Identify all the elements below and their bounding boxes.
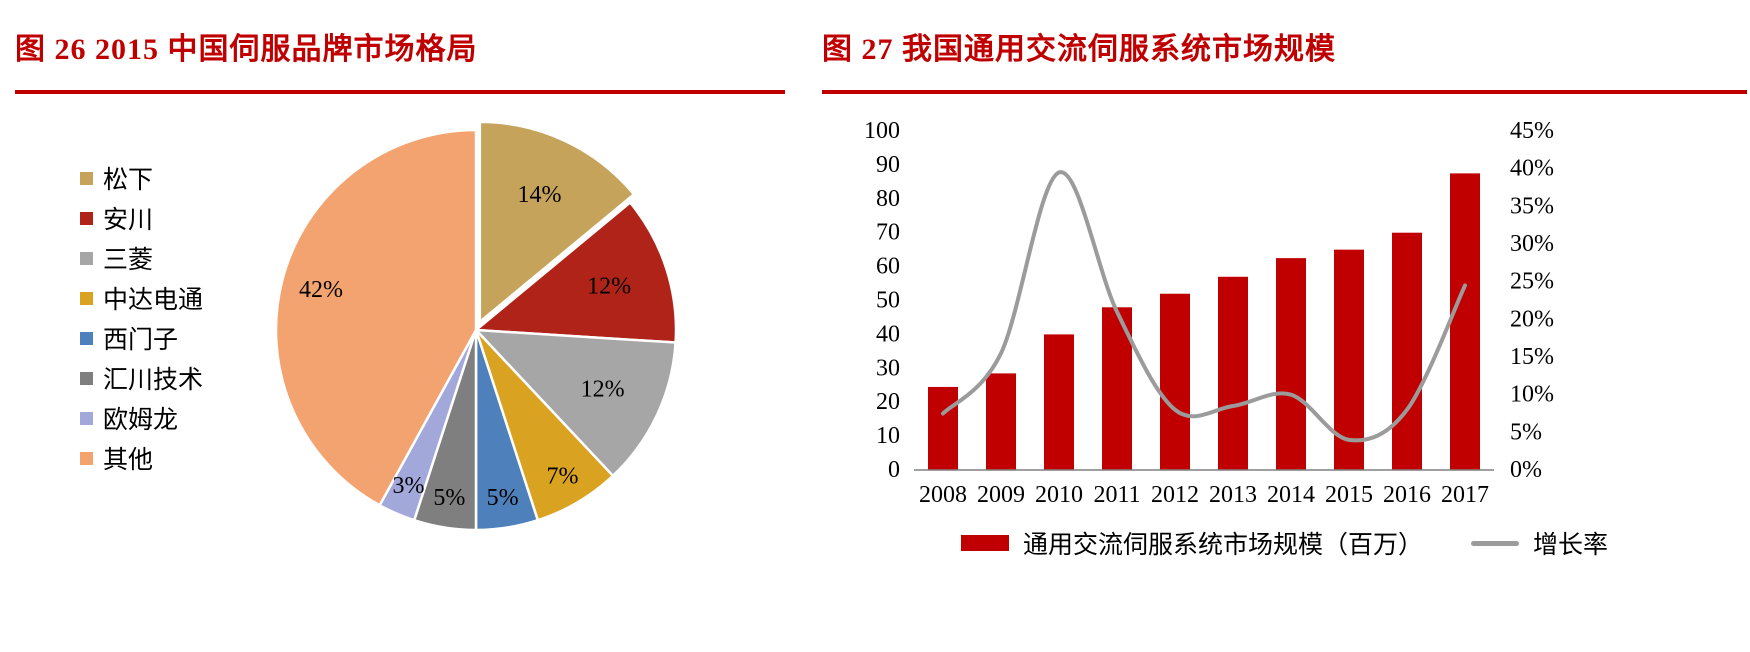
pie-slice-其他 xyxy=(274,128,478,507)
x-axis-category-label: 2016 xyxy=(1383,482,1431,508)
legend-item-三菱: 三菱 xyxy=(80,238,203,278)
bar-2008 xyxy=(928,386,958,470)
left-axis-tick-label: 80 xyxy=(876,186,900,212)
pie-chart-legend: 松下安川三菱中达电通西门子汇川技术欧姆龙其他 xyxy=(80,158,203,478)
right-axis-tick-label: 0% xyxy=(1510,457,1542,483)
legend-item-growth-rate: 增长率 xyxy=(1471,525,1608,561)
legend-label: 其他 xyxy=(103,447,154,474)
bar-2013 xyxy=(1218,276,1248,470)
growth-rate-line xyxy=(941,170,1467,443)
x-axis-category-label: 2015 xyxy=(1325,482,1373,508)
legend-item-安川: 安川 xyxy=(80,198,203,238)
legend-label: 通用交流伺服系统市场规模（百万） xyxy=(1022,532,1423,559)
right-axis-tick-label: 25% xyxy=(1510,269,1554,295)
right-axis-tick-label: 35% xyxy=(1510,193,1554,219)
legend-swatch xyxy=(80,291,93,305)
pie-slice-松下 xyxy=(478,120,636,324)
x-axis-category-label: 2009 xyxy=(977,482,1025,508)
bar-2009 xyxy=(986,373,1016,470)
bar-chart-legend: 通用交流伺服系统市场规模（百万） 增长率 xyxy=(822,525,1747,561)
right-axis-tick-label: 10% xyxy=(1510,382,1554,408)
legend-label: 汇川技术 xyxy=(103,367,204,394)
left-axis-tick-label: 10 xyxy=(876,423,900,449)
pie-data-label: 5% xyxy=(487,485,519,511)
right-axis-tick-label: 5% xyxy=(1510,419,1542,445)
line-series-swatch xyxy=(1471,540,1519,546)
legend-label: 西门子 xyxy=(103,327,179,354)
x-axis-category-label: 2011 xyxy=(1093,482,1140,508)
bar-line-chart: 0 10 20 30 40 50 60 70 80 90 100 0% 5% 10% 15% 20% 25% 30… xyxy=(864,118,1554,508)
figure-27-panel: 图 27 我国通用交流伺服系统市场规模 0 10 20 30 40 50 60 70 80 90 1… xyxy=(822,0,1747,652)
figure-26-title: 图 26 2015 中国伺服品牌市场格局 xyxy=(15,33,478,66)
legend-item-market-size: 通用交流伺服系统市场规模（百万） xyxy=(960,525,1423,561)
left-axis-tick-label: 100 xyxy=(864,118,900,144)
pie-data-label: 14% xyxy=(517,182,561,208)
x-axis-category-label: 2013 xyxy=(1209,482,1257,508)
left-axis-tick-label: 30 xyxy=(876,355,900,381)
right-axis-tick-label: 30% xyxy=(1510,231,1554,257)
left-axis-tick-label: 50 xyxy=(876,288,900,314)
right-axis-tick-label: 40% xyxy=(1510,156,1554,182)
right-axis-tick-label: 20% xyxy=(1510,306,1554,332)
pie-data-label: 42% xyxy=(299,277,343,303)
legend-swatch xyxy=(80,451,93,465)
legend-swatch xyxy=(80,251,93,265)
figure-26-title-rule xyxy=(15,90,785,94)
pie-chart: 14% 12% 12% 7% 5% 5% 3% 42% xyxy=(274,120,678,532)
legend-label: 增长率 xyxy=(1533,532,1609,559)
x-axis-category-label: 2014 xyxy=(1267,482,1315,508)
legend-label: 三菱 xyxy=(103,247,154,274)
left-axis-tick-label: 0 xyxy=(888,457,900,483)
figure-27-title-rule xyxy=(822,90,1747,94)
legend-label: 欧姆龙 xyxy=(103,407,179,434)
pie-data-label: 5% xyxy=(433,485,465,511)
x-axis-category-label: 2012 xyxy=(1151,482,1199,508)
left-axis-tick-label: 70 xyxy=(876,220,900,246)
bar-2017 xyxy=(1450,173,1480,470)
pie-data-label: 7% xyxy=(547,463,579,489)
pie-data-label: 12% xyxy=(587,274,631,300)
figure-27-title: 图 27 我国通用交流伺服系统市场规模 xyxy=(822,33,1336,66)
bar-2012 xyxy=(1160,293,1190,470)
right-axis-tick-label: 15% xyxy=(1510,344,1554,370)
bar-2016 xyxy=(1392,232,1422,470)
x-axis-category-label: 2010 xyxy=(1035,482,1083,508)
figure-26-panel: 图 26 2015 中国伺服品牌市场格局 14% 12% 12% 7% 5% 5% 3% 42… xyxy=(15,0,785,652)
bar-2010 xyxy=(1044,334,1074,470)
x-axis-category-label: 2017 xyxy=(1441,482,1489,508)
left-axis-tick-label: 60 xyxy=(876,254,900,280)
right-axis-tick-label: 45% xyxy=(1510,118,1554,144)
legend-item-欧姆龙: 欧姆龙 xyxy=(80,398,203,438)
pie-slice-安川 xyxy=(474,201,678,344)
legend-swatch xyxy=(80,411,93,425)
legend-label: 中达电通 xyxy=(103,287,204,314)
legend-swatch xyxy=(80,331,93,345)
legend-item-中达电通: 中达电通 xyxy=(80,278,203,318)
left-axis-tick-label: 20 xyxy=(876,389,900,415)
legend-item-其他: 其他 xyxy=(80,438,203,478)
bar-2015 xyxy=(1334,249,1364,470)
pie-data-label: 12% xyxy=(581,377,625,403)
bar-2014 xyxy=(1276,258,1306,470)
legend-item-西门子: 西门子 xyxy=(80,318,203,358)
pie-slice-三菱 xyxy=(474,328,677,478)
legend-item-汇川技术: 汇川技术 xyxy=(80,358,203,398)
legend-label: 松下 xyxy=(103,167,154,194)
legend-swatch xyxy=(80,211,93,225)
left-axis-tick-label: 90 xyxy=(876,152,900,178)
legend-swatch xyxy=(80,171,93,185)
pie-data-label: 3% xyxy=(392,473,424,499)
legend-swatch xyxy=(80,371,93,385)
left-axis-tick-label: 40 xyxy=(876,321,900,347)
x-axis-category-label: 2008 xyxy=(919,482,967,508)
bar-series-swatch xyxy=(960,535,1009,551)
legend-item-松下: 松下 xyxy=(80,158,203,198)
legend-label: 安川 xyxy=(103,207,154,234)
